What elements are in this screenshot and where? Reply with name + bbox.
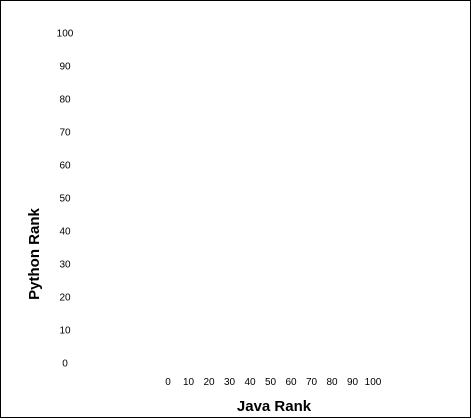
x-tick-labels: 0 10 20 30 40 50 60 70 80 90 100 [165, 377, 382, 388]
x-tick-label: 70 [306, 377, 318, 388]
x-tick-label: 80 [326, 377, 338, 388]
x-tick-label: 50 [265, 377, 277, 388]
y-tick-label: 20 [59, 293, 71, 304]
y-tick-label: 90 [59, 62, 71, 73]
y-tick-label: 0 [62, 359, 68, 370]
x-tick-label: 20 [203, 377, 215, 388]
y-axis-title: Python Rank [26, 208, 43, 300]
x-tick-label: 10 [183, 377, 195, 388]
x-tick-label: 90 [347, 377, 359, 388]
x-tick-label: 40 [244, 377, 256, 388]
x-tick-label: 60 [285, 377, 297, 388]
y-tick-label: 10 [59, 326, 71, 337]
y-tick-label: 70 [59, 128, 71, 139]
x-tick-label: 100 [365, 377, 382, 388]
y-tick-label: 60 [59, 161, 71, 172]
x-tick-label: 30 [224, 377, 236, 388]
y-tick-label: 40 [59, 227, 71, 238]
y-tick-label: 100 [57, 29, 74, 40]
y-tick-label: 30 [59, 260, 71, 271]
y-tick-labels: 0 10 20 30 40 50 60 70 80 90 100 [57, 29, 74, 370]
y-tick-label: 80 [59, 95, 71, 106]
y-tick-label: 50 [59, 194, 71, 205]
x-axis-title: Java Rank [237, 398, 312, 415]
x-tick-label: 0 [165, 377, 171, 388]
